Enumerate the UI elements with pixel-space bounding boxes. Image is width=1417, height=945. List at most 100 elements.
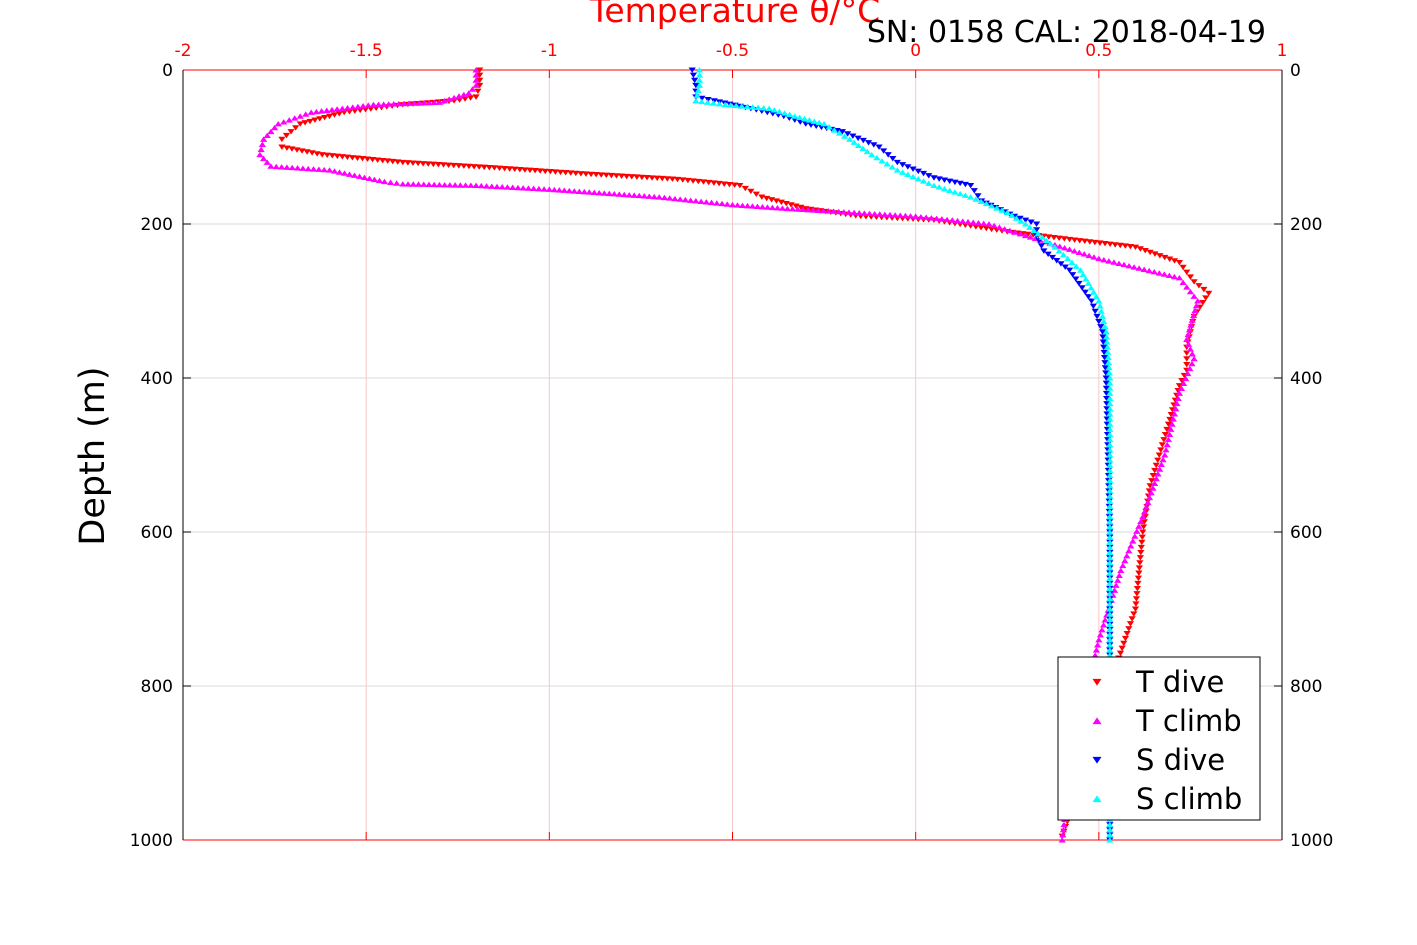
data-point	[476, 82, 484, 89]
data-point	[1106, 595, 1114, 602]
data-point	[1105, 258, 1113, 264]
data-point	[935, 184, 943, 190]
data-point	[1167, 426, 1175, 432]
data-point	[256, 151, 264, 158]
data-point	[1106, 575, 1114, 581]
x-tick-label: -2	[175, 41, 192, 61]
data-point	[859, 145, 867, 152]
data-point	[860, 210, 868, 216]
data-point	[1161, 452, 1169, 458]
data-point	[809, 207, 817, 213]
data-point	[956, 180, 964, 187]
data-point	[835, 130, 844, 136]
data-point	[441, 181, 449, 188]
data-point	[943, 216, 951, 223]
data-point	[572, 170, 580, 177]
data-point	[1012, 215, 1021, 221]
data-point	[1070, 248, 1079, 254]
data-point	[1128, 616, 1136, 622]
data-point	[1100, 318, 1108, 325]
data-point	[278, 136, 286, 143]
data-point	[990, 222, 998, 229]
data-point	[414, 160, 422, 167]
data-point	[291, 115, 299, 121]
data-point	[925, 173, 933, 179]
data-point	[880, 148, 888, 154]
data-point	[353, 155, 362, 161]
data-point	[470, 164, 478, 170]
data-point	[681, 196, 689, 203]
data-point	[400, 100, 408, 107]
data-point	[480, 164, 488, 171]
data-point	[1106, 498, 1114, 504]
data-point	[846, 136, 854, 142]
data-point	[1134, 575, 1142, 582]
data-point	[313, 151, 321, 157]
data-point	[444, 162, 453, 168]
data-point	[1051, 244, 1059, 250]
data-point	[658, 175, 666, 182]
data-point	[283, 164, 291, 170]
data-point	[1011, 229, 1019, 235]
x-tick-label: 0.5	[1085, 41, 1112, 61]
data-point	[970, 188, 978, 194]
data-point	[374, 157, 382, 163]
data-point	[1106, 652, 1114, 658]
data-point	[967, 194, 975, 200]
data-point	[1179, 279, 1187, 286]
data-point	[277, 164, 286, 170]
data-point	[1099, 339, 1107, 345]
data-point	[1075, 280, 1083, 287]
data-point	[692, 198, 700, 204]
data-point	[1135, 265, 1143, 271]
data-point	[1157, 461, 1165, 467]
data-point	[1154, 471, 1162, 477]
data-point	[844, 131, 852, 137]
data-point	[748, 203, 757, 209]
data-point	[972, 224, 980, 230]
data-point	[919, 170, 928, 177]
y-tick-label-right: 200	[1290, 215, 1322, 235]
data-point	[1102, 390, 1111, 397]
data-point	[850, 209, 858, 216]
data-point	[1096, 631, 1105, 638]
data-point	[1093, 313, 1101, 320]
data-point	[482, 183, 491, 189]
data-point	[476, 72, 484, 79]
data-point	[1139, 513, 1147, 520]
data-point	[1164, 421, 1173, 428]
data-point	[1136, 555, 1144, 561]
data-point	[1096, 240, 1104, 246]
data-point	[590, 189, 598, 196]
data-point	[948, 217, 956, 223]
data-point	[410, 100, 418, 106]
data-point	[503, 184, 512, 190]
data-point	[738, 103, 746, 109]
data-point	[1024, 231, 1032, 238]
data-point	[940, 185, 949, 192]
data-point	[519, 185, 527, 191]
data-point	[560, 187, 568, 193]
data-point	[1162, 446, 1170, 453]
data-point	[540, 186, 548, 192]
data-point	[840, 133, 849, 139]
data-point	[283, 145, 291, 151]
data-point	[602, 172, 610, 179]
y-tick-label-right: 600	[1290, 523, 1322, 543]
data-point	[956, 190, 964, 197]
data-point	[1059, 826, 1068, 833]
data-point	[1195, 283, 1203, 289]
data-point	[312, 108, 321, 115]
data-point	[901, 212, 910, 219]
y-tick-label-left: 200	[141, 215, 173, 235]
data-point	[1001, 226, 1009, 232]
data-point	[1106, 375, 1114, 381]
data-point	[514, 184, 522, 191]
data-point	[1140, 519, 1149, 525]
data-point	[1141, 248, 1149, 254]
data-point	[930, 175, 938, 181]
x-tick-label: -1	[541, 41, 558, 61]
data-point	[409, 181, 417, 187]
data-point	[385, 101, 393, 107]
data-point	[1106, 411, 1114, 417]
